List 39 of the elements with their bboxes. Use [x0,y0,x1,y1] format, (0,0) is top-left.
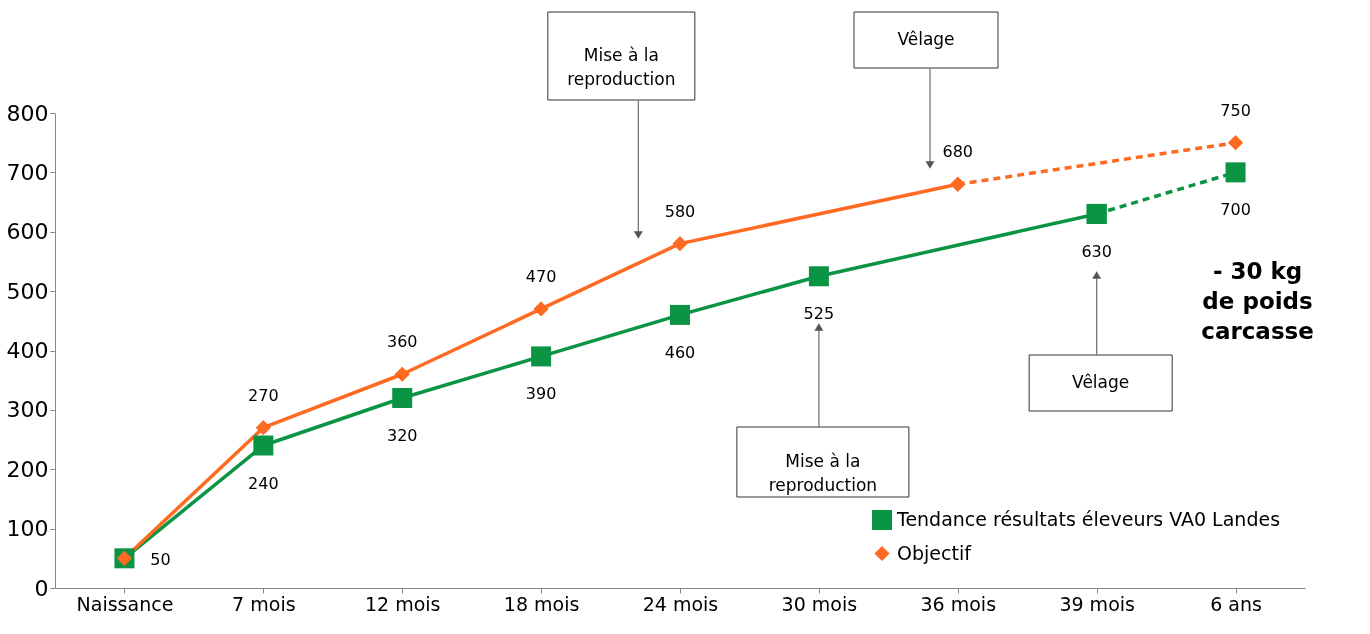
x-tick-label: 7 mois [232,592,296,615]
data-label: 460 [664,342,696,362]
data-label: 320 [386,426,418,445]
text: Mise à la reproduction [567,45,676,89]
data-label: 270 [248,385,279,405]
y-tick-label: 500 [6,278,49,304]
y-tick-label: 0 [34,575,49,601]
y-tick-label: 600 [6,219,49,245]
x-tick-label: Naissance [76,592,174,615]
y-tick-label: 700 [6,159,49,185]
data-label: 390 [525,384,557,404]
x-tick-label: 6 ans [1210,592,1262,615]
legend-label: Tendance résultats éleveurs VA0 Landes [896,508,1281,530]
data-label: 700 [1220,200,1251,220]
text: Vêlage [897,29,955,49]
annotation: - 30 kg de poids carcasse [1201,258,1314,344]
y-tick-label: 200 [6,456,49,482]
data-label: 680 [942,142,974,162]
x-tick-label: 12 mois [364,592,441,615]
y-tick-label: 800 [6,100,49,126]
data-label: 750 [1220,100,1251,120]
data-label: 470 [525,266,557,286]
data-label: 580 [664,201,696,221]
y-tick-label: 400 [6,338,49,363]
x-tick-label: 39 mois [1059,592,1135,615]
data-label: 360 [386,332,418,352]
x-tick-label: 18 mois [503,592,580,615]
x-tick-label: 36 mois [920,592,997,615]
annotation: Vêlage [1072,372,1130,392]
data-label: 525 [803,304,835,324]
legend-label: Objectif [897,541,973,564]
y-tick-label: 100 [6,516,49,542]
y-tick-label: 300 [6,397,49,423]
data-label: 50 [150,550,171,570]
annotation: Mise à la reproduction [768,451,878,495]
data-label: 240 [248,473,279,493]
x-tick-label: 24 mois [642,592,719,615]
data-label: 630 [1081,241,1112,261]
x-tick-label: 30 mois [781,592,858,615]
